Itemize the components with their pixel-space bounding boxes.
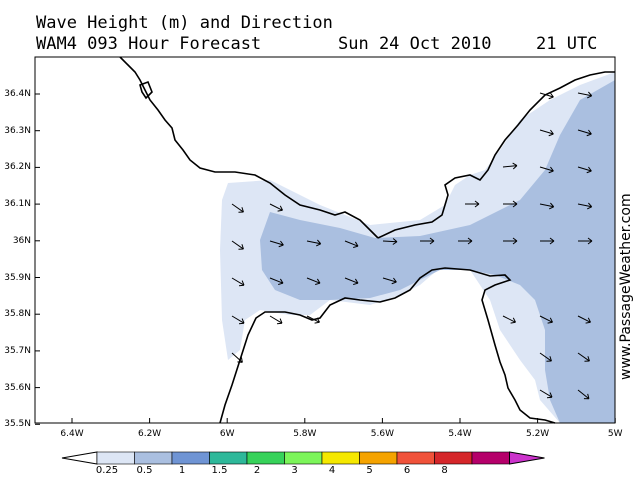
forecast-date: Sun 24 Oct 2010: [338, 34, 492, 54]
colorbar-segment: [321, 451, 360, 465]
colorbar-segment: [96, 451, 135, 465]
colorbar-segment: [359, 451, 398, 465]
coastlines: [119, 56, 615, 424]
colorbar-label: 4: [328, 465, 336, 476]
wave-direction-arrow: [344, 240, 359, 248]
wave-direction-arrow: [539, 129, 554, 137]
wave-direction-arrow: [420, 237, 435, 245]
colorbar-label: 1.5: [211, 465, 228, 476]
coast-spain-southwest: [119, 56, 379, 239]
colorbar-label: 0.5: [136, 465, 153, 476]
wave-direction-arrow: [502, 315, 516, 324]
colorbar-label: 8: [441, 465, 448, 476]
colorbar-segment: [246, 451, 285, 465]
wave-direction-arrow: [503, 200, 518, 208]
x-axis-label: 5.2W: [525, 429, 550, 439]
y-axis-label: 36N: [12, 235, 31, 246]
wave-direction-arrow: [539, 315, 553, 324]
wave-direction-arrow: [231, 352, 243, 363]
y-axis-label: 36.2N: [4, 162, 31, 173]
x-axis-label: 6.2W: [137, 429, 162, 439]
wave-direction-arrow: [577, 166, 592, 174]
y-axis-label: 35.6N: [4, 382, 31, 393]
wave-direction-arrow: [577, 91, 593, 99]
x-axis-label: 5.6W: [370, 429, 394, 439]
wave-direction-arrow: [344, 277, 359, 285]
map-frame: [34, 56, 616, 424]
colorbar: [61, 451, 545, 465]
coast-spain-southeast: [377, 71, 615, 239]
wave-direction-arrow: [539, 92, 554, 100]
y-axis-label: 35.8N: [4, 309, 31, 320]
y-axis-label: 35.9N: [4, 272, 31, 283]
y-axis-label: 36.3N: [4, 125, 31, 136]
colorbar-segment: [134, 451, 173, 465]
colorbar-min-arrow: [61, 451, 98, 465]
wave-direction-arrow: [306, 239, 322, 247]
wave-direction-arrow: [231, 277, 245, 287]
colorbar-segment: [284, 451, 323, 465]
x-axis-label: 5.8W: [293, 429, 317, 439]
colorbar-label: 6: [403, 465, 411, 476]
wave-direction-arrow: [269, 277, 284, 285]
wave-direction-arrow: [458, 237, 473, 245]
wave-direction-arrow: [306, 277, 321, 285]
colorbar-segment: [434, 451, 473, 465]
wave-direction-arrow: [269, 203, 283, 212]
colorbar-label: 3: [291, 465, 298, 476]
y-axis-label: 35.5N: [4, 419, 31, 430]
colorbar-segment: [209, 451, 248, 465]
colorbar-segment: [171, 451, 210, 465]
wave-direction-arrow: [231, 315, 245, 325]
x-axis-label: 5W: [607, 429, 623, 439]
x-axis-label: 6W: [219, 429, 235, 439]
y-axis-label: 36.1N: [4, 199, 31, 210]
x-axis-label: 6.4W: [60, 429, 84, 439]
wave-direction-arrow: [577, 352, 590, 362]
wave-direction-arrow: [578, 237, 593, 245]
wave-direction-arrow: [539, 352, 552, 362]
wave-direction-arrow: [577, 129, 592, 137]
wave-direction-arrow: [502, 162, 518, 170]
direction-arrows: [231, 91, 593, 400]
wave-direction-arrow: [539, 166, 554, 174]
colorbar-label: 5: [366, 465, 373, 476]
wave-direction-arrow: [539, 389, 553, 399]
y-axis-label: 36.4N: [4, 89, 31, 99]
x-axis-label: 5.4W: [448, 429, 472, 439]
wave-direction-arrow: [540, 237, 555, 245]
coast-islet: [139, 80, 153, 100]
wave-direction-arrow: [382, 238, 398, 245]
wave-direction-arrow: [269, 315, 283, 325]
wave-direction-arrow: [231, 203, 244, 213]
colorbar-segment: [471, 451, 510, 465]
colorbar-label: 1: [178, 465, 186, 476]
wave-direction-arrow: [465, 200, 480, 208]
colorbar-label: 2: [253, 465, 261, 476]
coast-morocco-north: [219, 267, 556, 424]
wave-direction-arrow: [577, 202, 593, 210]
wave-direction-arrow: [539, 202, 555, 210]
colorbar-max-arrow: [509, 451, 545, 465]
wave-direction-arrow: [306, 315, 320, 324]
wave-direction-arrow: [503, 237, 518, 245]
wave-direction-arrow: [382, 277, 397, 285]
wave-direction-arrow: [269, 240, 284, 248]
watermark: www.PassageWeather.com: [618, 193, 634, 380]
axis-ticks: [35, 93, 616, 425]
colorbar-segment: [396, 451, 435, 465]
forecast-label: WAM4 093 Hour Forecast: [36, 34, 262, 54]
forecast-time: 21 UTC: [536, 34, 598, 54]
colorbar-label: 0.25: [95, 465, 119, 476]
wave-band-medium: [260, 80, 615, 423]
wave-direction-arrow: [231, 240, 244, 250]
y-axis-label: 35.7N: [4, 345, 31, 356]
wave-direction-arrow: [577, 315, 591, 324]
chart-title: Wave Height (m) and Direction: [36, 13, 333, 33]
map-area: [35, 56, 615, 424]
wave-direction-arrow: [577, 389, 590, 400]
